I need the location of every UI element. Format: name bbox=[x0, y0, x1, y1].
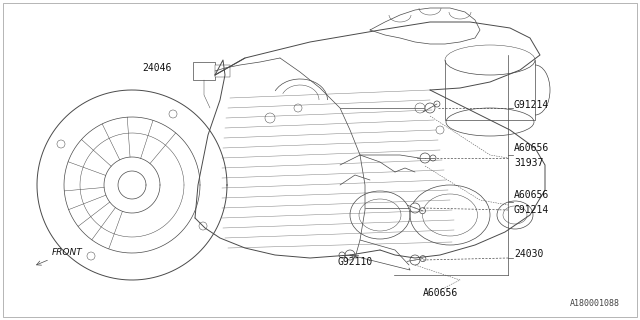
Circle shape bbox=[265, 113, 275, 123]
Circle shape bbox=[57, 140, 65, 148]
Text: A60656: A60656 bbox=[514, 190, 549, 200]
Circle shape bbox=[410, 255, 420, 265]
Circle shape bbox=[415, 103, 425, 113]
Bar bbox=[193, 62, 215, 80]
Circle shape bbox=[294, 104, 302, 112]
Text: G92110: G92110 bbox=[337, 257, 372, 267]
Text: FRONT: FRONT bbox=[52, 248, 83, 257]
Circle shape bbox=[430, 155, 436, 161]
Text: G91214: G91214 bbox=[514, 100, 549, 110]
Bar bbox=[215, 65, 230, 77]
Circle shape bbox=[436, 126, 444, 134]
Circle shape bbox=[419, 208, 426, 214]
Text: 31937: 31937 bbox=[514, 158, 543, 168]
Circle shape bbox=[410, 203, 420, 213]
Circle shape bbox=[345, 250, 355, 260]
Circle shape bbox=[169, 110, 177, 118]
Text: A60656: A60656 bbox=[423, 288, 458, 298]
Circle shape bbox=[420, 256, 426, 262]
Text: 24046: 24046 bbox=[142, 63, 172, 73]
Circle shape bbox=[199, 222, 207, 230]
Circle shape bbox=[434, 101, 440, 107]
Circle shape bbox=[425, 103, 435, 113]
Circle shape bbox=[420, 153, 430, 163]
Text: 24030: 24030 bbox=[514, 249, 543, 259]
Text: G91214: G91214 bbox=[514, 205, 549, 215]
Circle shape bbox=[87, 252, 95, 260]
Circle shape bbox=[339, 252, 345, 258]
Text: A60656: A60656 bbox=[514, 143, 549, 153]
Text: A180001088: A180001088 bbox=[570, 299, 620, 308]
